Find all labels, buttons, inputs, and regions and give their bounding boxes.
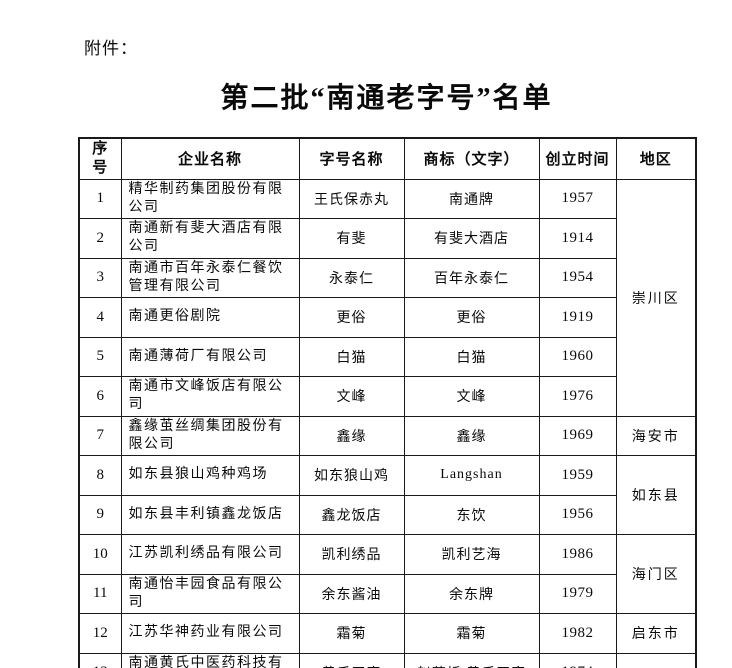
brand-name-cell: 黄氏玉容 <box>298 652 405 668</box>
trademark-text-cell: 百年永泰仁 <box>403 257 540 298</box>
founding-year-cell: 1919 <box>538 297 617 338</box>
table-row: 10 江苏凯利绣品有限公司 凯利绣品 凯利艺海 1986 海门区 <box>78 534 697 614</box>
company-name-cell: 精华制药集团股份有限公司 <box>120 178 300 219</box>
row-number-cell: 5 <box>78 336 122 377</box>
founding-year-cell: 1976 <box>538 376 617 417</box>
page-title: 第二批“南通老字号”名单 <box>220 83 553 114</box>
founding-year-cell: 1969 <box>538 415 617 456</box>
row-number-cell: 1 <box>78 178 122 219</box>
region-cell: 崇川区 <box>615 178 697 417</box>
column-header-trademark: 商标（文字） <box>403 137 540 180</box>
table-row: 2 南通新有斐大酒店有限公司 有斐 有斐大酒店 1914 <box>78 218 696 259</box>
region-cell: 海安市 <box>615 415 697 456</box>
table-row: 1 精华制药集团股份有限公司 王氏保赤丸 南通牌 1957 崇川区 <box>78 178 697 417</box>
table-row: 6 南通市文峰饭店有限公司 文峰 文峰 1976 <box>78 376 696 417</box>
brand-name-cell: 王氏保赤丸 <box>298 178 405 219</box>
brand-name-cell: 凯利绣品 <box>298 534 405 575</box>
founding-year-cell: 1974 <box>538 652 617 668</box>
row-number-cell: 10 <box>78 534 122 575</box>
table-row: 8 如东县狼山鸡种鸡场 如东狼山鸡 Langshan 1959 如东县 <box>78 455 697 535</box>
trademark-text-cell: 文峰 <box>403 376 540 417</box>
founding-year-cell: 1957 <box>538 178 617 219</box>
row-number-cell: 12 <box>78 613 122 654</box>
attachment-label: 附件： <box>84 39 138 58</box>
trademark-text-cell: 霜菊 <box>403 613 540 654</box>
brand-name-cell: 永泰仁 <box>298 257 405 298</box>
company-name-cell: 南通怡丰园食品有限公司 <box>120 573 300 614</box>
row-number-cell: 11 <box>78 573 122 614</box>
table-row: 9 如东县丰利镇鑫龙饭店 鑫龙饭店 东饮 1956 <box>78 494 696 535</box>
table-row: 5 南通薄荷厂有限公司 白猫 白猫 1960 <box>78 336 696 377</box>
company-name-cell: 南通市百年永泰仁餐饮管理有限公司 <box>120 257 300 298</box>
row-number-cell: 6 <box>78 376 122 417</box>
brand-name-cell: 文峰 <box>298 376 405 417</box>
company-name-cell: 南通黄氏中医药科技有限公司 <box>120 652 300 668</box>
founding-year-cell: 1986 <box>538 534 617 575</box>
trademark-text-cell: 有斐大酒店 <box>403 218 540 259</box>
founding-year-cell: 1954 <box>538 257 617 298</box>
company-name-cell: 南通市文峰饭店有限公司 <box>120 376 300 417</box>
row-number-cell: 13 <box>78 652 122 668</box>
row-number-cell: 2 <box>78 218 122 259</box>
trademark-text-cell: 更俗 <box>403 297 540 338</box>
table-row: 7 鑫缘茧丝绸集团股份有限公司 鑫缘 鑫缘 1969 海安市 <box>78 415 697 456</box>
column-header-region: 地区 <box>615 137 697 180</box>
trademark-text-cell: 赵药桥 黄氏玉容 <box>403 652 540 668</box>
company-name-cell: 鑫缘茧丝绸集团股份有限公司 <box>120 415 300 456</box>
trademark-text-cell: 南通牌 <box>403 178 540 219</box>
founding-year-cell: 1982 <box>538 613 617 654</box>
region-cell: 启东市 <box>615 613 697 654</box>
table-body: 1 精华制药集团股份有限公司 王氏保赤丸 南通牌 1957 崇川区 2 南通新有斐大酒店有限公… <box>78 178 697 668</box>
table-row: 11 南通怡丰园食品有限公司 余东酱油 余东牌 1979 <box>78 573 696 614</box>
column-header-company: 企业名称 <box>120 137 300 180</box>
brand-list-table: 序号 企业名称 字号名称 商标（文字） 创立时间 地区 1 精华制药集团股份有限公… <box>78 137 697 668</box>
row-number-cell: 3 <box>78 257 122 298</box>
founding-year-cell: 1960 <box>538 336 617 377</box>
company-name-cell: 如东县狼山鸡种鸡场 <box>120 455 300 496</box>
table-row: 3 南通市百年永泰仁餐饮管理有限公司 永泰仁 百年永泰仁 1954 <box>78 257 696 298</box>
company-name-cell: 江苏华神药业有限公司 <box>120 613 300 654</box>
region-cell: 海门区 <box>615 534 697 614</box>
brand-name-cell: 更俗 <box>298 297 405 338</box>
table-row: 4 南通更俗剧院 更俗 更俗 1919 <box>78 297 696 338</box>
row-number-cell: 8 <box>78 455 122 496</box>
table-row: 12 江苏华神药业有限公司 霜菊 霜菊 1982 启东市 <box>78 613 697 654</box>
founding-year-cell: 1979 <box>538 573 617 614</box>
company-name-cell: 南通更俗剧院 <box>120 297 300 338</box>
brand-name-cell: 有斐 <box>298 218 405 259</box>
trademark-text-cell: 余东牌 <box>403 573 540 614</box>
trademark-text-cell: Langshan <box>403 455 540 496</box>
brand-name-cell: 如东狼山鸡 <box>298 455 405 496</box>
company-name-cell: 如东县丰利镇鑫龙饭店 <box>120 494 300 535</box>
trademark-text-cell: 凯利艺海 <box>403 534 540 575</box>
trademark-text-cell: 东饮 <box>403 494 540 535</box>
row-number-cell: 9 <box>78 494 122 535</box>
brand-name-cell: 鑫龙饭店 <box>298 494 405 535</box>
founding-year-cell: 1959 <box>538 455 617 496</box>
trademark-text-cell: 鑫缘 <box>403 415 540 456</box>
column-header-year: 创立时间 <box>538 137 617 180</box>
region-cell <box>615 652 697 668</box>
row-number-cell: 7 <box>78 415 122 456</box>
company-name-cell: 南通薄荷厂有限公司 <box>120 336 300 377</box>
brand-name-cell: 霜菊 <box>298 613 405 654</box>
company-name-cell: 江苏凯利绣品有限公司 <box>120 534 300 575</box>
trademark-text-cell: 白猫 <box>403 336 540 377</box>
region-cell: 如东县 <box>615 455 697 535</box>
table-header-row: 序号 企业名称 字号名称 商标（文字） 创立时间 地区 <box>78 137 697 180</box>
brand-name-cell: 鑫缘 <box>298 415 405 456</box>
column-header-brand: 字号名称 <box>298 137 405 180</box>
brand-name-cell: 余东酱油 <box>298 573 405 614</box>
founding-year-cell: 1914 <box>538 218 617 259</box>
table-row: 13南通黄氏中医药科技有限公司黄氏玉容赵药桥 黄氏玉容1974 <box>78 652 697 668</box>
brand-name-cell: 白猫 <box>298 336 405 377</box>
row-number-cell: 4 <box>78 297 122 338</box>
company-name-cell: 南通新有斐大酒店有限公司 <box>120 218 300 259</box>
founding-year-cell: 1956 <box>538 494 617 535</box>
column-header-no: 序号 <box>78 137 122 180</box>
